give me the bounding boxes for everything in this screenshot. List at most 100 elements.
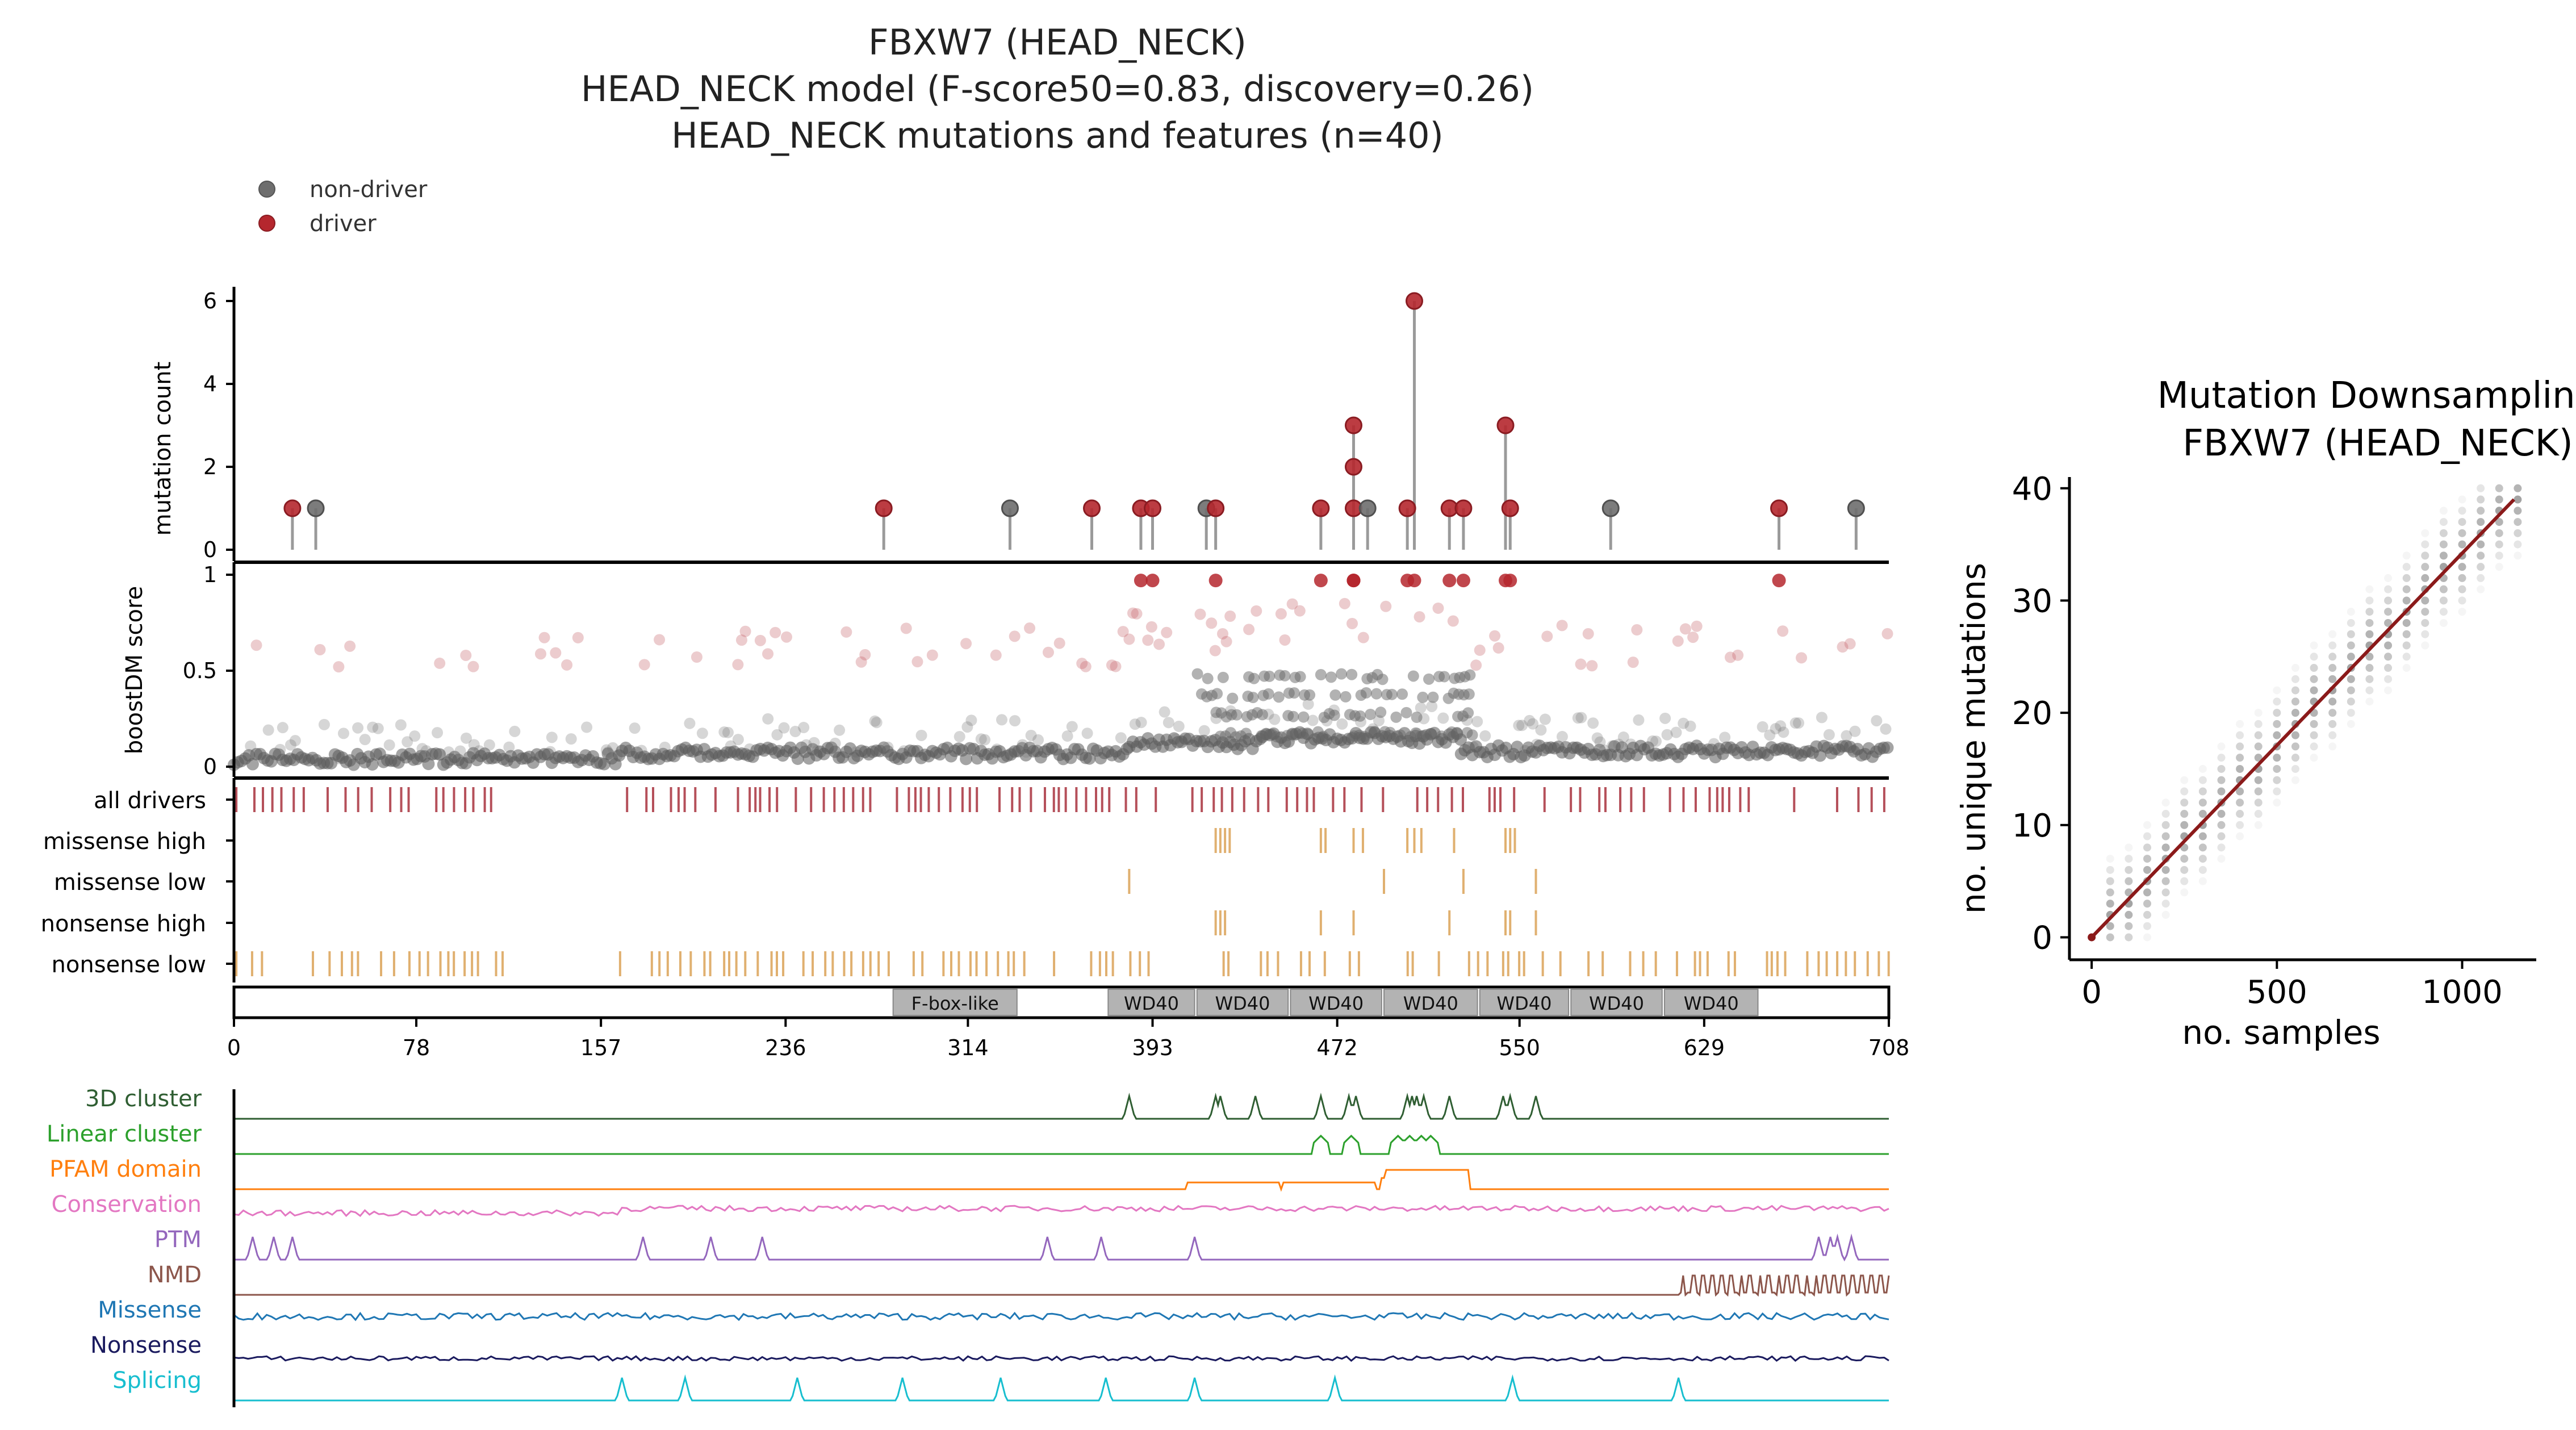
score-point-non-driver bbox=[318, 718, 330, 730]
downsampling-sample-point bbox=[2161, 832, 2170, 841]
downsampling-sample-point bbox=[2106, 922, 2114, 930]
feature-track-line bbox=[234, 1234, 1889, 1262]
downsampling-sample-point bbox=[2384, 653, 2393, 661]
downsampling-sample-point bbox=[2421, 529, 2429, 537]
score-point-non-driver bbox=[402, 736, 413, 748]
protein-domain-label: WD40 bbox=[1684, 993, 1739, 1014]
score-point-non-driver bbox=[1650, 735, 1662, 747]
downsampling-sample-point bbox=[2384, 618, 2393, 627]
score-point-non-driver bbox=[1880, 723, 1892, 735]
feature-track-label: 3D cluster bbox=[85, 1086, 202, 1112]
score-point-non-driver bbox=[383, 739, 395, 751]
downsampling-sample-point bbox=[2125, 855, 2133, 863]
score-point-driver bbox=[538, 632, 550, 643]
score-point-non-driver bbox=[1211, 688, 1223, 700]
score-point-driver bbox=[1076, 658, 1088, 670]
downsampling-sample-point bbox=[2402, 641, 2411, 650]
score-point-non-driver bbox=[1298, 711, 1310, 723]
downsampling-sample-point bbox=[2439, 507, 2448, 515]
score-point-non-driver bbox=[1407, 670, 1419, 682]
score-point-driver bbox=[344, 640, 356, 652]
downsampling-sample-point bbox=[2180, 877, 2189, 885]
feature-track-line bbox=[234, 1274, 1890, 1297]
downsampling-x-tick-label: 1000 bbox=[2422, 974, 2503, 1011]
score-point-non-driver bbox=[1871, 715, 1883, 727]
score-point-non-driver bbox=[1881, 741, 1894, 754]
score-point-non-driver bbox=[996, 714, 1007, 726]
legend-marker-non-driver bbox=[258, 181, 275, 198]
non-driver-mutation-point bbox=[1358, 499, 1377, 517]
x-tick-label: 157 bbox=[580, 1035, 622, 1060]
score-point-driver bbox=[754, 634, 766, 646]
downsampling-y-tick-label: 10 bbox=[2012, 808, 2052, 844]
downsampling-sample-point bbox=[2514, 484, 2522, 492]
score-point-non-driver bbox=[1354, 710, 1366, 722]
score-point-observed-driver bbox=[1208, 574, 1223, 588]
score-point-non-driver bbox=[915, 729, 927, 741]
downsampling-sample-point bbox=[2347, 720, 2355, 728]
downsampling-sample-point bbox=[2106, 900, 2114, 908]
score-point-driver bbox=[1837, 641, 1849, 653]
score-point-driver bbox=[1357, 632, 1369, 643]
score-point-non-driver bbox=[565, 733, 577, 745]
score-point-non-driver bbox=[1426, 700, 1438, 712]
downsampling-sample-point bbox=[2198, 855, 2207, 863]
score-point-driver bbox=[654, 634, 666, 646]
downsampling-sample-point bbox=[2254, 776, 2263, 784]
downsampling-sample-point bbox=[2291, 697, 2299, 706]
score-point-driver bbox=[739, 625, 751, 637]
downsampling-sample-point bbox=[2477, 540, 2485, 549]
protein-domain-label: WD40 bbox=[1215, 993, 1270, 1014]
downsampling-sample-point bbox=[2477, 585, 2485, 593]
downsampling-sample-point bbox=[2402, 618, 2411, 627]
downsampling-sample-point bbox=[2514, 529, 2522, 537]
driver-mutation-point bbox=[1083, 499, 1101, 517]
downsampling-sample-point bbox=[2161, 910, 2170, 919]
score-point-driver bbox=[840, 626, 852, 638]
downsampling-sample-point bbox=[2161, 843, 2170, 852]
downsampling-sample-point bbox=[2384, 664, 2393, 672]
score-point-non-driver bbox=[1535, 724, 1547, 736]
score-point-non-driver bbox=[1516, 720, 1528, 731]
score-point-non-driver bbox=[1061, 730, 1073, 742]
downsampling-sample-point bbox=[2477, 551, 2485, 560]
protein-domain-label: F-box-like bbox=[911, 993, 999, 1014]
score-point-non-driver bbox=[1396, 688, 1408, 700]
score-point-observed-driver bbox=[1145, 574, 1160, 588]
score-point-driver bbox=[1009, 630, 1021, 642]
score-point-driver bbox=[1220, 635, 1232, 647]
score-point-non-driver bbox=[1463, 688, 1475, 700]
score-point-non-driver bbox=[1135, 717, 1147, 729]
lollipop-y-tick-label: 4 bbox=[203, 371, 217, 396]
score-point-non-driver bbox=[1594, 736, 1606, 748]
downsampling-sample-point bbox=[2495, 495, 2503, 504]
downsampling-sample-point bbox=[2347, 709, 2355, 717]
lollipop-y-ticks: 0 2 4 6 bbox=[203, 288, 234, 562]
downsampling-sample-point bbox=[2514, 507, 2522, 515]
downsampling-sample-point bbox=[2217, 787, 2226, 796]
score-point-non-driver bbox=[366, 758, 379, 771]
x-tick-label: 472 bbox=[1316, 1035, 1358, 1060]
downsampling-sample-point bbox=[2347, 641, 2355, 650]
feature-track-line bbox=[233, 1311, 1889, 1322]
downsampling-sample-point bbox=[2217, 764, 2226, 773]
score-point-non-driver bbox=[1386, 688, 1398, 700]
downsampling-sample-point bbox=[2347, 675, 2355, 683]
score-point-driver bbox=[1672, 635, 1684, 647]
downsampling-sample-point bbox=[2421, 551, 2429, 560]
downsampling-sample-point bbox=[2421, 641, 2429, 650]
downsampling-sample-point bbox=[2477, 484, 2485, 492]
score-point-non-driver bbox=[1757, 721, 1768, 733]
feature-track-label: Missense bbox=[98, 1297, 202, 1323]
downsampling-sample-point bbox=[2347, 686, 2355, 695]
score-point-non-driver bbox=[372, 722, 384, 734]
downsampling-sample-point bbox=[2125, 922, 2133, 930]
score-point-driver bbox=[1380, 600, 1392, 612]
downsampling-sample-point bbox=[2217, 742, 2226, 751]
score-point-driver bbox=[250, 639, 262, 651]
downsampling-sample-point bbox=[2458, 495, 2466, 504]
downsampling-x-tick-label: 0 bbox=[2081, 974, 2102, 1011]
downsampling-chart: Mutation Downsampling FBXW7 (HEAD_NECK) … bbox=[1954, 375, 2576, 1052]
driver-mutation-point bbox=[1312, 499, 1330, 517]
downsampling-sample-point bbox=[2291, 731, 2299, 739]
